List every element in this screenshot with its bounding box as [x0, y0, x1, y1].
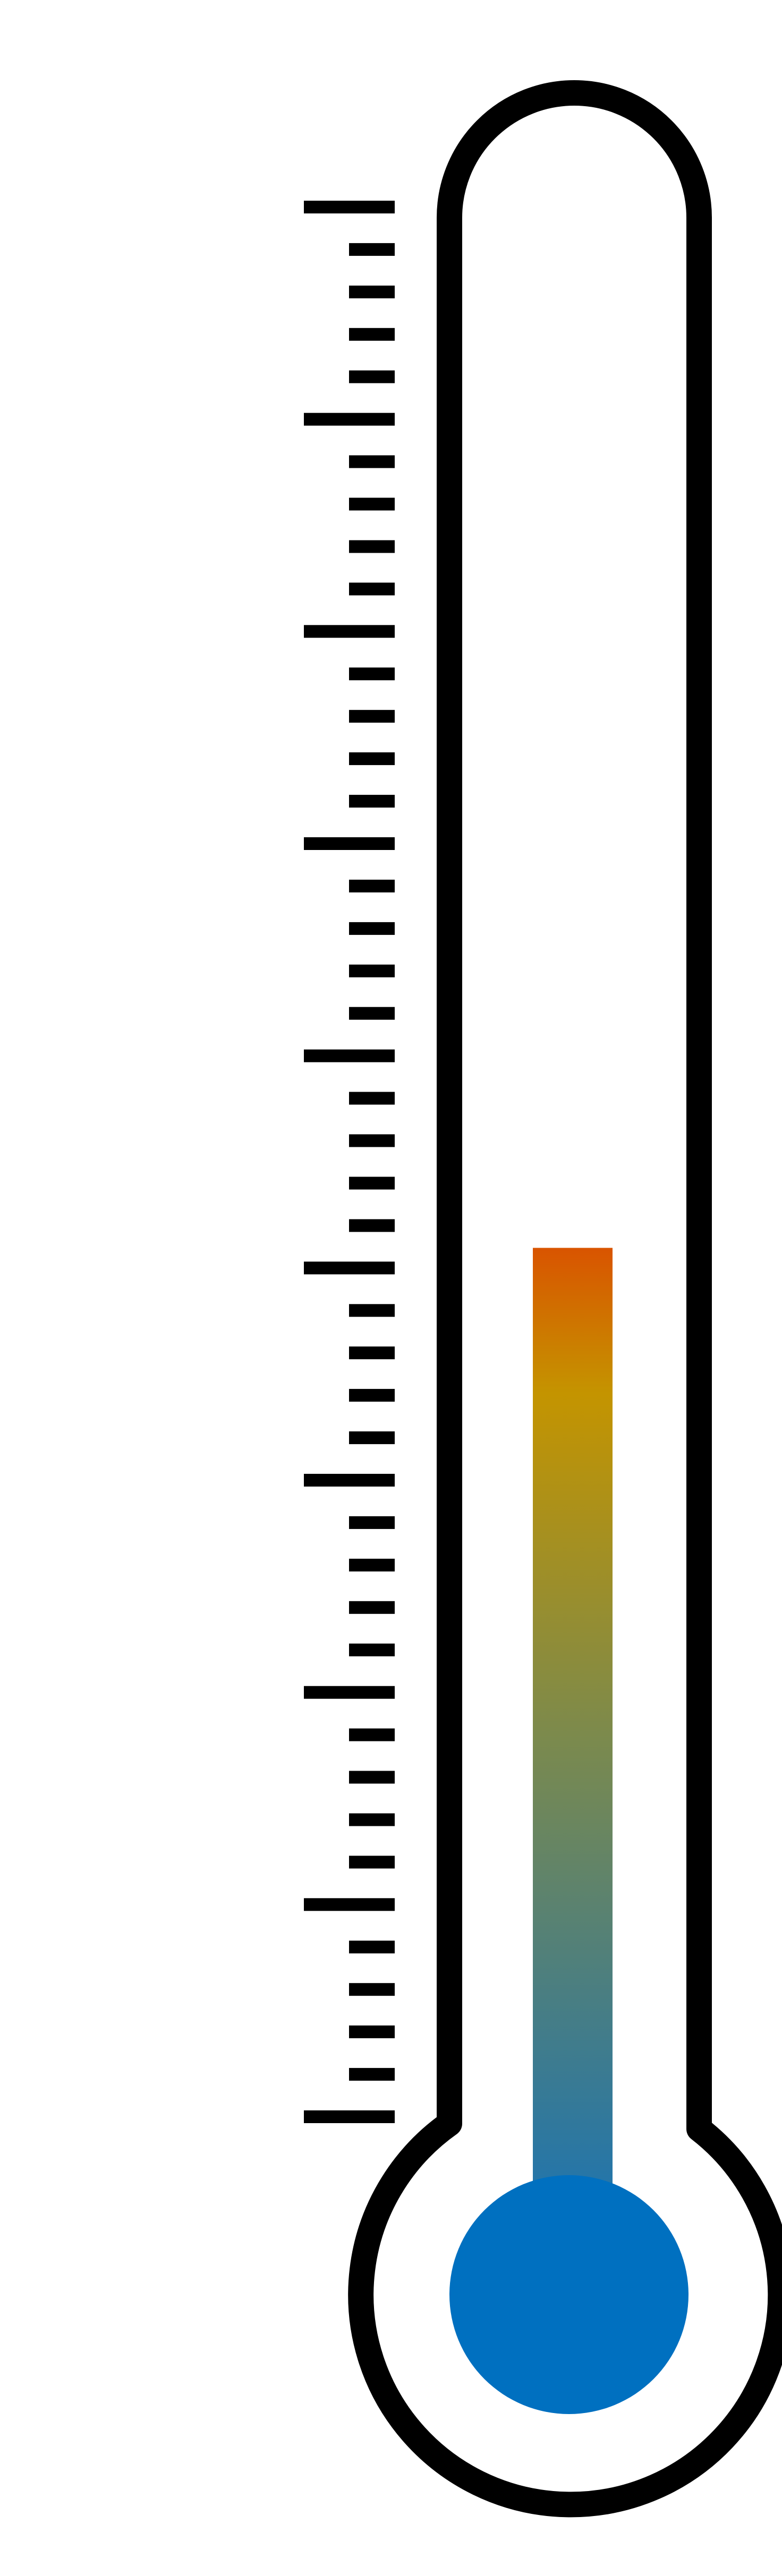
minor-tick — [349, 710, 395, 723]
minor-tick — [349, 1771, 395, 1784]
major-tick — [304, 1049, 395, 1062]
minor-tick — [349, 964, 395, 977]
minor-tick — [349, 1177, 395, 1190]
minor-tick — [349, 582, 395, 596]
minor-tick — [349, 1516, 395, 1529]
temperature-scale — [304, 201, 395, 2123]
major-tick — [304, 1898, 395, 1911]
major-tick — [304, 2110, 395, 2123]
major-tick — [304, 837, 395, 850]
major-tick — [304, 201, 395, 213]
major-tick — [304, 1686, 395, 1699]
minor-tick — [349, 1643, 395, 1656]
minor-tick — [349, 1092, 395, 1105]
major-tick — [304, 625, 395, 638]
minor-tick — [349, 795, 395, 808]
liquid-column — [533, 1248, 613, 2219]
minor-tick — [349, 1728, 395, 1741]
minor-tick — [349, 1558, 395, 1572]
minor-tick — [349, 1219, 395, 1232]
minor-tick — [349, 370, 395, 383]
minor-tick — [349, 455, 395, 468]
minor-tick — [349, 1304, 395, 1317]
minor-tick — [349, 328, 395, 341]
minor-tick — [349, 922, 395, 935]
minor-tick — [349, 1134, 395, 1147]
minor-tick — [349, 1389, 395, 1402]
minor-tick — [349, 667, 395, 681]
minor-tick — [349, 1813, 395, 1826]
minor-tick — [349, 1601, 395, 1614]
minor-tick — [349, 1856, 395, 1869]
thermometer-tube-outline — [348, 80, 782, 2518]
minor-tick — [349, 285, 395, 298]
minor-tick — [349, 243, 395, 256]
minor-tick — [349, 1431, 395, 1445]
thermometer-body — [348, 80, 782, 2518]
minor-tick — [349, 540, 395, 553]
minor-tick — [349, 1940, 395, 1954]
major-tick — [304, 413, 395, 426]
minor-tick — [349, 2025, 395, 2039]
minor-tick — [349, 1007, 395, 1020]
major-tick — [304, 1474, 395, 1487]
minor-tick — [349, 1346, 395, 1360]
minor-tick — [349, 1983, 395, 1996]
minor-tick — [349, 752, 395, 766]
minor-tick — [349, 2068, 395, 2081]
minor-tick — [349, 497, 395, 511]
major-tick — [304, 1261, 395, 1275]
minor-tick — [349, 879, 395, 892]
thermometer-bulb — [449, 2175, 688, 2414]
